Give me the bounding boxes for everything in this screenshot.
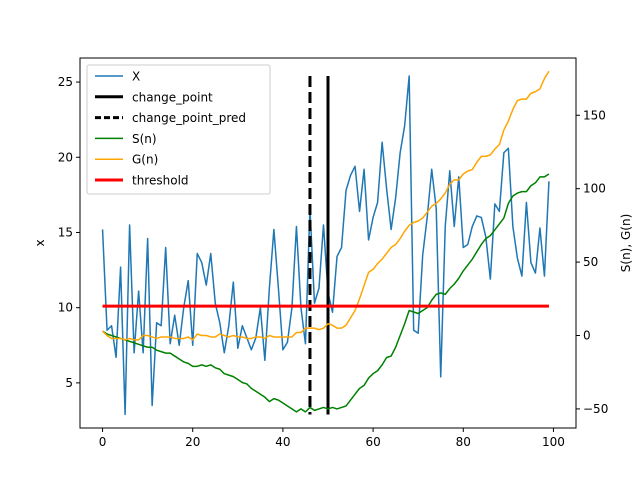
y-tick-label-left: 20: [58, 150, 73, 164]
legend-label-threshold: threshold: [132, 174, 189, 188]
ticks-layer: 0 20 40 60 80 100 5 10 15 20 25 −50 0 50 100 150: [58, 75, 609, 449]
x-tick-label: 80: [456, 435, 471, 449]
legend-label-x: X: [132, 70, 140, 84]
y-tick-label-right: 50: [583, 255, 598, 269]
x-tick-label: 0: [99, 435, 107, 449]
series-x-line: [101, 75, 550, 416]
x-tick-label: 40: [275, 435, 290, 449]
legend-label-g: G(n): [132, 153, 158, 167]
y-tick-label-left: 5: [65, 376, 73, 390]
y-tick-label-right: 0: [583, 329, 591, 343]
y-tick-label-right: 150: [583, 108, 606, 122]
y-tick-label-left: 15: [58, 225, 73, 239]
legend-box: [86, 64, 271, 195]
y-tick-label-right: 100: [583, 182, 606, 196]
y-axis-label-left: x: [33, 239, 47, 246]
x-tick-label: 20: [185, 435, 200, 449]
y-axis-label-right: S(n), G(n): [619, 214, 633, 272]
legend-label-change-point: change_point: [132, 90, 213, 104]
series-g-line: [102, 70, 550, 341]
series-layer: [101, 70, 550, 416]
y-tick-label-right: −50: [583, 402, 608, 416]
series-s-line: [102, 173, 550, 413]
y-tick-label-left: 25: [58, 75, 73, 89]
axes-layer: [79, 57, 577, 429]
legend-label-s: S(n): [132, 132, 157, 146]
x-tick-label: 60: [365, 435, 380, 449]
axes-frame: [79, 57, 577, 429]
y-tick-label-left: 10: [58, 301, 73, 315]
x-tick-label: 100: [542, 435, 565, 449]
legend-label-change-point-pred: change_point_pred: [132, 111, 246, 125]
